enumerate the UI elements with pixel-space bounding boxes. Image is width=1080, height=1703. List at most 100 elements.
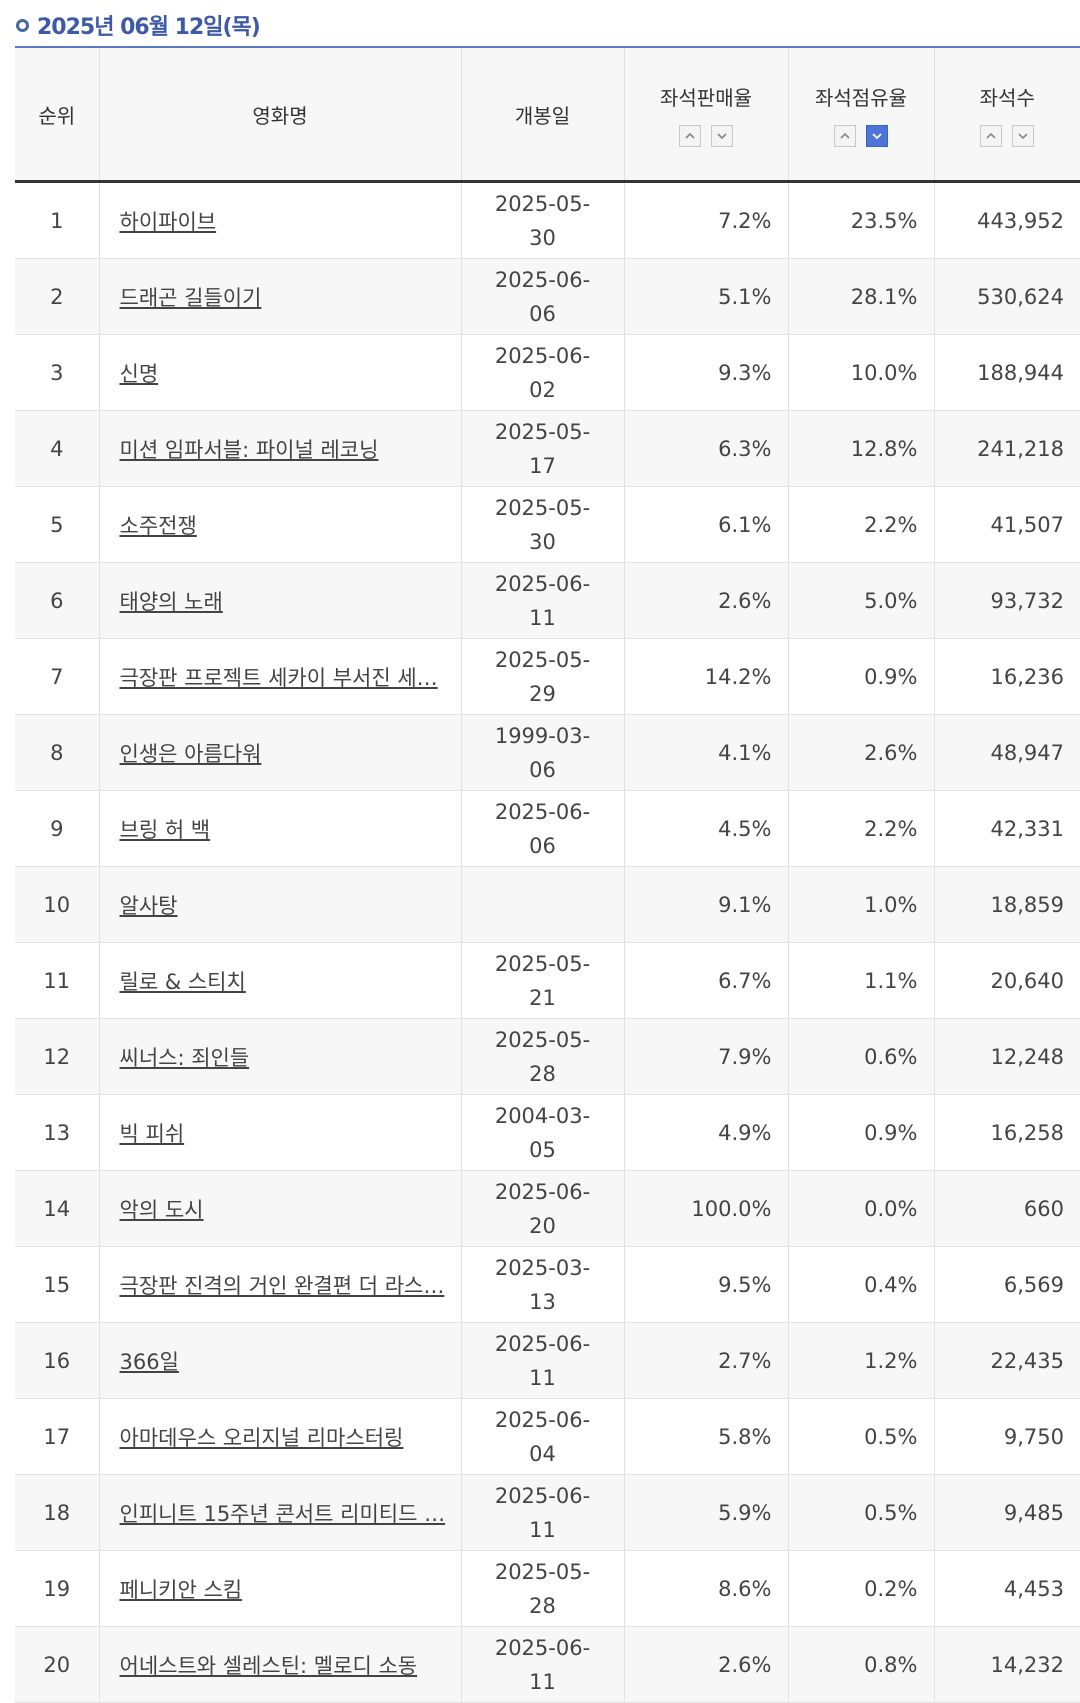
seat-share-rate-cell: 1.0% [788, 866, 935, 943]
seat-share-rate-cell: 1.1% [788, 942, 935, 1019]
table-row: 3 신명 2025-06-02 9.3% 10.0% 188,944 [15, 334, 1080, 411]
seat-share-rate-cell: 5.0% [788, 562, 935, 639]
seat-sales-rate-cell: 8.6% [624, 1550, 789, 1627]
table-row: 9 브링 허 백 2025-06-06 4.5% 2.2% 42,331 [15, 790, 1080, 867]
table-row: 13 빅 피쉬 2004-03-05 4.9% 0.9% 16,258 [15, 1094, 1080, 1171]
release-date-cell: 2025-05-30 [461, 486, 625, 563]
movie-title-cell: 극장판 진격의 거인 완결편 더 라스… [99, 1246, 462, 1323]
column-header-release: 개봉일 [461, 48, 625, 183]
rank-cell: 11 [15, 942, 100, 1019]
seat-share-rate-cell: 1.2% [788, 1322, 935, 1399]
seat-share-rate-cell: 0.9% [788, 1094, 935, 1171]
seat-share-rate-cell: 0.4% [788, 1246, 935, 1323]
movie-title-link[interactable]: 극장판 프로젝트 세카이 부서진 세… [119, 665, 438, 690]
table-row: 19 페니키안 스킴 2025-05-28 8.6% 0.2% 4,453 [15, 1550, 1080, 1627]
movie-title-link[interactable]: 소주전쟁 [119, 513, 197, 538]
movie-title-cell: 신명 [99, 334, 462, 411]
release-date-cell: 2025-06-11 [461, 562, 625, 639]
seat-sales-rate-cell: 7.2% [624, 181, 789, 259]
seat-sales-rate-cell: 2.7% [624, 1322, 789, 1399]
seat-share-rate-cell: 12.8% [788, 410, 935, 487]
column-header-rank: 순위 [15, 48, 100, 183]
movie-title-cell: 드래곤 길들이기 [99, 258, 462, 335]
column-header-share-rate: 좌석점유율 [788, 48, 935, 183]
seat-count-cell: 42,331 [934, 790, 1080, 867]
rank-cell: 17 [15, 1398, 100, 1475]
chevron-up-icon [840, 132, 850, 139]
seat-count-cell: 93,732 [934, 562, 1080, 639]
movie-title-cell: 알사탕 [99, 866, 462, 943]
date-title: 2025년 06월 12일(목) [37, 15, 261, 40]
movie-title-link[interactable]: 아마데우스 오리지널 리마스터링 [119, 1425, 404, 1450]
table-row: 1 하이파이브 2025-05-30 7.2% 23.5% 443,952 [15, 181, 1080, 259]
movie-title-cell: 극장판 프로젝트 세카이 부서진 세… [99, 638, 462, 715]
sort-desc-sales-rate-button[interactable] [711, 124, 733, 147]
sort-desc-share-rate-button[interactable] [866, 124, 888, 147]
rank-cell: 13 [15, 1094, 100, 1171]
seat-sales-rate-cell: 14.2% [624, 638, 789, 715]
seat-count-cell: 241,218 [934, 410, 1080, 487]
movie-title-cell: 어네스트와 셀레스틴: 멜로디 소동 [99, 1626, 462, 1703]
movie-title-link[interactable]: 씨너스: 죄인들 [119, 1045, 250, 1070]
seat-share-rate-cell: 2.2% [788, 486, 935, 563]
movie-title-cell: 빅 피쉬 [99, 1094, 462, 1171]
movie-title-link[interactable]: 극장판 진격의 거인 완결편 더 라스… [119, 1273, 445, 1298]
rank-cell: 1 [15, 181, 100, 259]
movie-title-cell: 릴로 & 스티치 [99, 942, 462, 1019]
movie-title-link[interactable]: 인피니트 15주년 콘서트 리미티드 … [119, 1501, 446, 1526]
seat-share-rate-cell: 2.6% [788, 714, 935, 791]
table-row: 15 극장판 진격의 거인 완결편 더 라스… 2025-03-13 9.5% 0.4%… [15, 1246, 1080, 1323]
seat-sales-rate-cell: 4.1% [624, 714, 789, 791]
seat-sales-rate-cell: 6.1% [624, 486, 789, 563]
chevron-down-icon [872, 132, 882, 139]
movie-title-link[interactable]: 브링 허 백 [119, 817, 211, 842]
rank-cell: 8 [15, 714, 100, 791]
release-date-cell: 2025-05-28 [461, 1550, 625, 1627]
movie-title-link[interactable]: 릴로 & 스티치 [119, 969, 246, 994]
movie-title-cell: 페니키안 스킴 [99, 1550, 462, 1627]
sort-desc-seats-button[interactable] [1012, 124, 1035, 147]
movie-title-link[interactable]: 페니키안 스킴 [119, 1577, 243, 1602]
seat-count-cell: 41,507 [934, 486, 1080, 563]
table-row: 12 씨너스: 죄인들 2025-05-28 7.9% 0.6% 12,248 [15, 1018, 1080, 1095]
movie-title-link[interactable]: 태양의 노래 [119, 589, 223, 614]
release-date-cell: 1999-03-06 [461, 714, 625, 791]
chevron-up-icon [986, 132, 996, 139]
table-row: 16 366일 2025-06-11 2.7% 1.2% 22,435 [15, 1322, 1080, 1399]
seat-sales-rate-cell: 7.9% [624, 1018, 789, 1095]
movie-title-link[interactable]: 미션 임파서블: 파이널 레코닝 [119, 437, 379, 462]
movie-title-cell: 하이파이브 [99, 181, 462, 259]
movie-title-link[interactable]: 어네스트와 셀레스틴: 멜로디 소동 [119, 1653, 418, 1678]
movie-title-link[interactable]: 알사탕 [119, 893, 178, 918]
header-divider [15, 46, 1080, 48]
rank-cell: 10 [15, 866, 100, 943]
movie-title-link[interactable]: 빅 피쉬 [119, 1121, 185, 1146]
movie-title-link[interactable]: 신명 [119, 361, 159, 386]
seat-count-cell: 9,485 [934, 1474, 1080, 1551]
sort-asc-seats-button[interactable] [980, 124, 1003, 147]
movie-title-cell: 366일 [99, 1322, 462, 1399]
sort-asc-share-rate-button[interactable] [834, 124, 856, 147]
seat-share-rate-cell: 0.9% [788, 638, 935, 715]
chevron-down-icon [717, 132, 727, 139]
movie-title-link[interactable]: 드래곤 길들이기 [119, 285, 262, 310]
table-row: 14 악의 도시 2025-06-20 100.0% 0.0% 660 [15, 1170, 1080, 1247]
table-row: 2 드래곤 길들이기 2025-06-06 5.1% 28.1% 530,624 [15, 258, 1080, 335]
rank-cell: 15 [15, 1246, 100, 1323]
rank-cell: 16 [15, 1322, 100, 1399]
movie-title-link[interactable]: 하이파이브 [119, 209, 217, 234]
sort-asc-sales-rate-button[interactable] [679, 124, 701, 147]
seat-sales-rate-cell: 100.0% [624, 1170, 789, 1247]
seat-count-cell: 22,435 [934, 1322, 1080, 1399]
seat-share-rate-cell: 0.6% [788, 1018, 935, 1095]
rank-cell: 4 [15, 410, 100, 487]
movie-title-link[interactable]: 366일 [119, 1349, 179, 1374]
table-row: 20 어네스트와 셀레스틴: 멜로디 소동 2025-06-11 2.6% 0.8% 14… [15, 1626, 1080, 1703]
rank-cell: 2 [15, 258, 100, 335]
release-date-cell: 2025-06-11 [461, 1474, 625, 1551]
release-date-cell: 2025-06-11 [461, 1626, 625, 1703]
movie-title-link[interactable]: 인생은 아름다워 [119, 741, 262, 766]
movie-title-link[interactable]: 악의 도시 [119, 1197, 204, 1222]
release-date-cell: 2025-06-06 [461, 790, 625, 867]
release-date-cell: 2025-05-17 [461, 410, 625, 487]
